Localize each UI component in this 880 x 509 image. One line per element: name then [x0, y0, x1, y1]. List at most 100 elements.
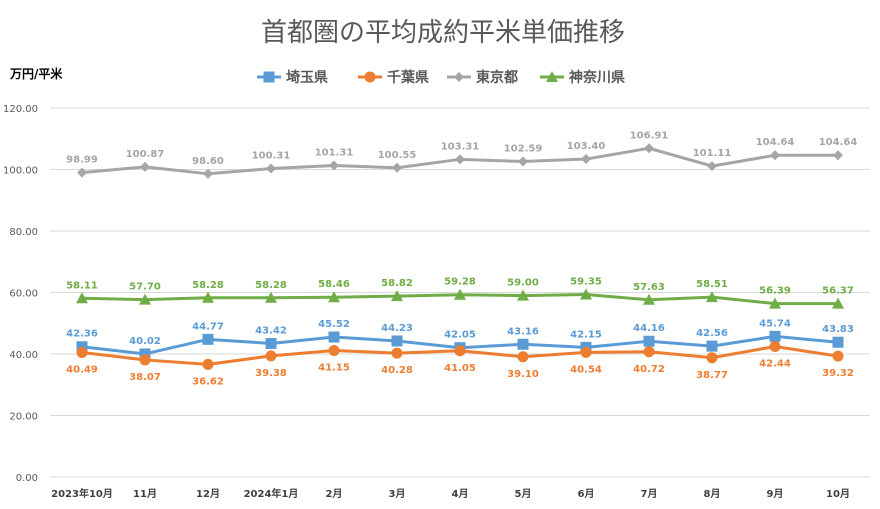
data-point	[455, 154, 465, 165]
legend-item: 千葉県	[358, 69, 429, 86]
data-point	[769, 297, 781, 309]
series-神奈川県	[76, 288, 844, 309]
x-tick-label: 7月	[641, 488, 658, 500]
x-tick-label: 8月	[704, 488, 721, 500]
y-axis-ticks: 0.00 20.00 40.00 60.00 80.00 100.00 120.00	[3, 104, 38, 484]
data-label: 43.42	[255, 325, 287, 336]
data-point	[265, 291, 277, 303]
data-point	[328, 291, 340, 303]
data-label: 106.91	[630, 130, 669, 141]
data-label: 45.74	[759, 318, 791, 329]
legend-label: 千葉県	[387, 69, 429, 86]
data-label: 56.37	[822, 286, 854, 297]
data-point	[580, 346, 592, 358]
data-point	[769, 340, 781, 352]
data-label: 58.46	[318, 279, 350, 290]
data-label: 103.40	[567, 141, 606, 152]
data-label: 101.31	[315, 147, 354, 158]
data-point	[832, 350, 844, 362]
data-label: 42.36	[66, 329, 98, 340]
data-label: 59.00	[507, 278, 539, 289]
series-layer	[76, 143, 844, 370]
data-point	[328, 331, 340, 343]
data-point	[392, 162, 402, 173]
x-tick-label: 3月	[389, 488, 406, 500]
data-point	[391, 335, 403, 347]
x-tick-label: 5月	[515, 488, 532, 500]
x-tick-label: 6月	[578, 488, 595, 500]
y-tick-label: 20.00	[9, 412, 38, 423]
data-label: 38.07	[129, 372, 161, 383]
x-tick-label: 2024年1月	[244, 487, 299, 500]
data-label: 43.83	[822, 324, 854, 335]
data-point	[202, 333, 214, 345]
data-point	[770, 150, 780, 161]
data-point	[139, 293, 151, 305]
x-tick-label: 9月	[767, 488, 784, 500]
y-tick-label: 40.00	[9, 350, 38, 361]
legend-item: 埼玉県	[257, 69, 328, 86]
data-label: 101.11	[693, 148, 732, 159]
data-label: 42.15	[570, 329, 602, 340]
data-label: 102.59	[504, 144, 543, 155]
data-point	[706, 340, 718, 352]
legend-marker	[454, 72, 464, 82]
y-tick-label: 100.00	[3, 166, 38, 177]
legend-label: 神奈川県	[569, 69, 625, 86]
data-label: 44.77	[192, 321, 224, 332]
legend-label: 東京都	[476, 69, 518, 86]
y-tick-label: 0.00	[16, 473, 38, 484]
data-label: 58.28	[255, 280, 287, 291]
data-label: 42.56	[696, 328, 728, 339]
data-point	[517, 351, 529, 363]
legend-marker	[546, 71, 558, 82]
data-label: 42.44	[759, 358, 791, 369]
data-point	[140, 161, 150, 172]
y-axis-label: 万円/平米	[9, 66, 63, 81]
data-label: 98.99	[66, 155, 98, 166]
legend: 埼玉県 千葉県 東京都 神奈川県	[257, 69, 625, 86]
data-label: 58.51	[696, 279, 728, 290]
x-axis-ticks: 2023年10月 11月 12月 2024年1月 2月 3月 4月 5月 6月 7月 8月 9月 10月	[51, 487, 850, 500]
data-point	[643, 335, 655, 347]
data-point	[517, 338, 529, 350]
data-label: 59.35	[570, 276, 602, 287]
legend-item: 神奈川県	[540, 69, 625, 86]
legend-label: 埼玉県	[286, 69, 328, 86]
data-point	[139, 354, 151, 366]
data-label: 40.72	[633, 364, 665, 375]
data-point	[266, 163, 276, 174]
x-tick-label: 2023年10月	[51, 487, 113, 500]
data-label: 57.70	[129, 282, 161, 293]
data-label: 40.54	[570, 364, 602, 375]
data-point	[580, 288, 592, 300]
data-label: 57.63	[633, 282, 665, 293]
series-千葉県	[76, 340, 844, 370]
data-point	[77, 167, 87, 178]
data-label: 40.28	[381, 365, 413, 376]
data-label: 56.39	[759, 286, 791, 297]
data-point	[832, 336, 844, 348]
y-tick-label: 80.00	[9, 227, 38, 238]
data-point	[581, 154, 591, 165]
data-point	[203, 168, 213, 179]
x-tick-label: 12月	[196, 488, 220, 500]
data-point	[517, 289, 529, 301]
data-point	[139, 348, 151, 360]
data-point	[76, 292, 88, 304]
data-point	[643, 293, 655, 305]
series-東京都	[77, 143, 843, 179]
data-point	[643, 346, 655, 358]
data-label: 40.02	[129, 336, 161, 347]
data-label: 59.28	[444, 277, 476, 288]
data-label: 58.11	[66, 280, 98, 291]
data-point	[644, 143, 654, 154]
legend-item: 東京都	[447, 69, 518, 86]
data-point	[202, 358, 214, 370]
data-point	[76, 341, 88, 353]
data-label: 98.60	[192, 156, 224, 167]
legend-marker	[364, 71, 376, 83]
legend-marker	[263, 71, 275, 83]
data-point	[328, 344, 340, 356]
data-point	[707, 161, 717, 172]
